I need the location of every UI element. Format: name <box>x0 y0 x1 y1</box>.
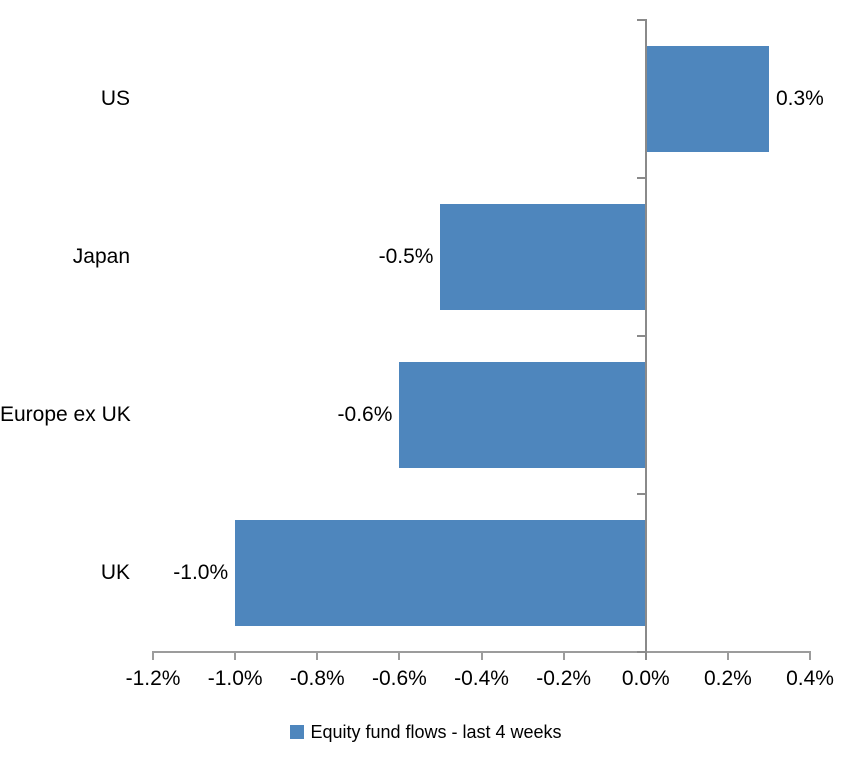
x-tick-label: -1.0% <box>207 667 263 690</box>
x-tick-label: -0.4% <box>454 667 509 690</box>
bar-europe-ex-uk <box>399 362 646 468</box>
x-tick-label: -0.8% <box>289 667 345 690</box>
bar-us <box>645 46 769 152</box>
x-tick-label: 0.2% <box>703 667 752 690</box>
y-tick <box>636 19 645 21</box>
x-tick-label: 0.0% <box>621 667 670 690</box>
category-label-uk: UK <box>100 561 130 584</box>
x-tick-label: 0.4% <box>786 667 834 690</box>
x-tick-label: -0.2% <box>536 667 592 690</box>
x-tick-0.2 <box>726 652 729 660</box>
x-tick--0.2 <box>562 652 565 660</box>
data-label-europe-ex-uk: -0.6% <box>337 403 393 426</box>
legend-swatch-icon <box>290 725 305 739</box>
y-tick <box>636 335 645 337</box>
data-label-japan: -0.5% <box>378 245 434 268</box>
legend: Equity fund flows - last 4 weeks <box>0 719 852 745</box>
x-tick-0.4 <box>809 652 811 660</box>
x-tick-label: -1.2% <box>125 667 181 690</box>
category-label-us: US <box>100 87 130 110</box>
y-tick <box>636 651 645 653</box>
bar-uk <box>235 520 646 626</box>
data-label-uk: -1.0% <box>173 561 229 584</box>
data-label-us: 0.3% <box>775 87 824 110</box>
x-tick--1.2 <box>152 652 154 660</box>
x-tick--0.8 <box>316 652 319 660</box>
bar-japan <box>440 204 646 310</box>
x-tick-label: -0.6% <box>371 667 427 690</box>
x-tick--0.4 <box>480 652 483 660</box>
x-tick--0.6 <box>398 652 401 660</box>
x-tick--1.0 <box>234 652 237 660</box>
category-label-europe-ex-uk: Europe ex UK <box>0 403 131 426</box>
legend-label: Equity fund flows - last 4 weeks <box>310 722 562 742</box>
category-label-japan: Japan <box>72 245 130 268</box>
y-tick <box>636 177 645 179</box>
y-tick <box>636 493 645 495</box>
zero-axis-line <box>644 19 647 660</box>
